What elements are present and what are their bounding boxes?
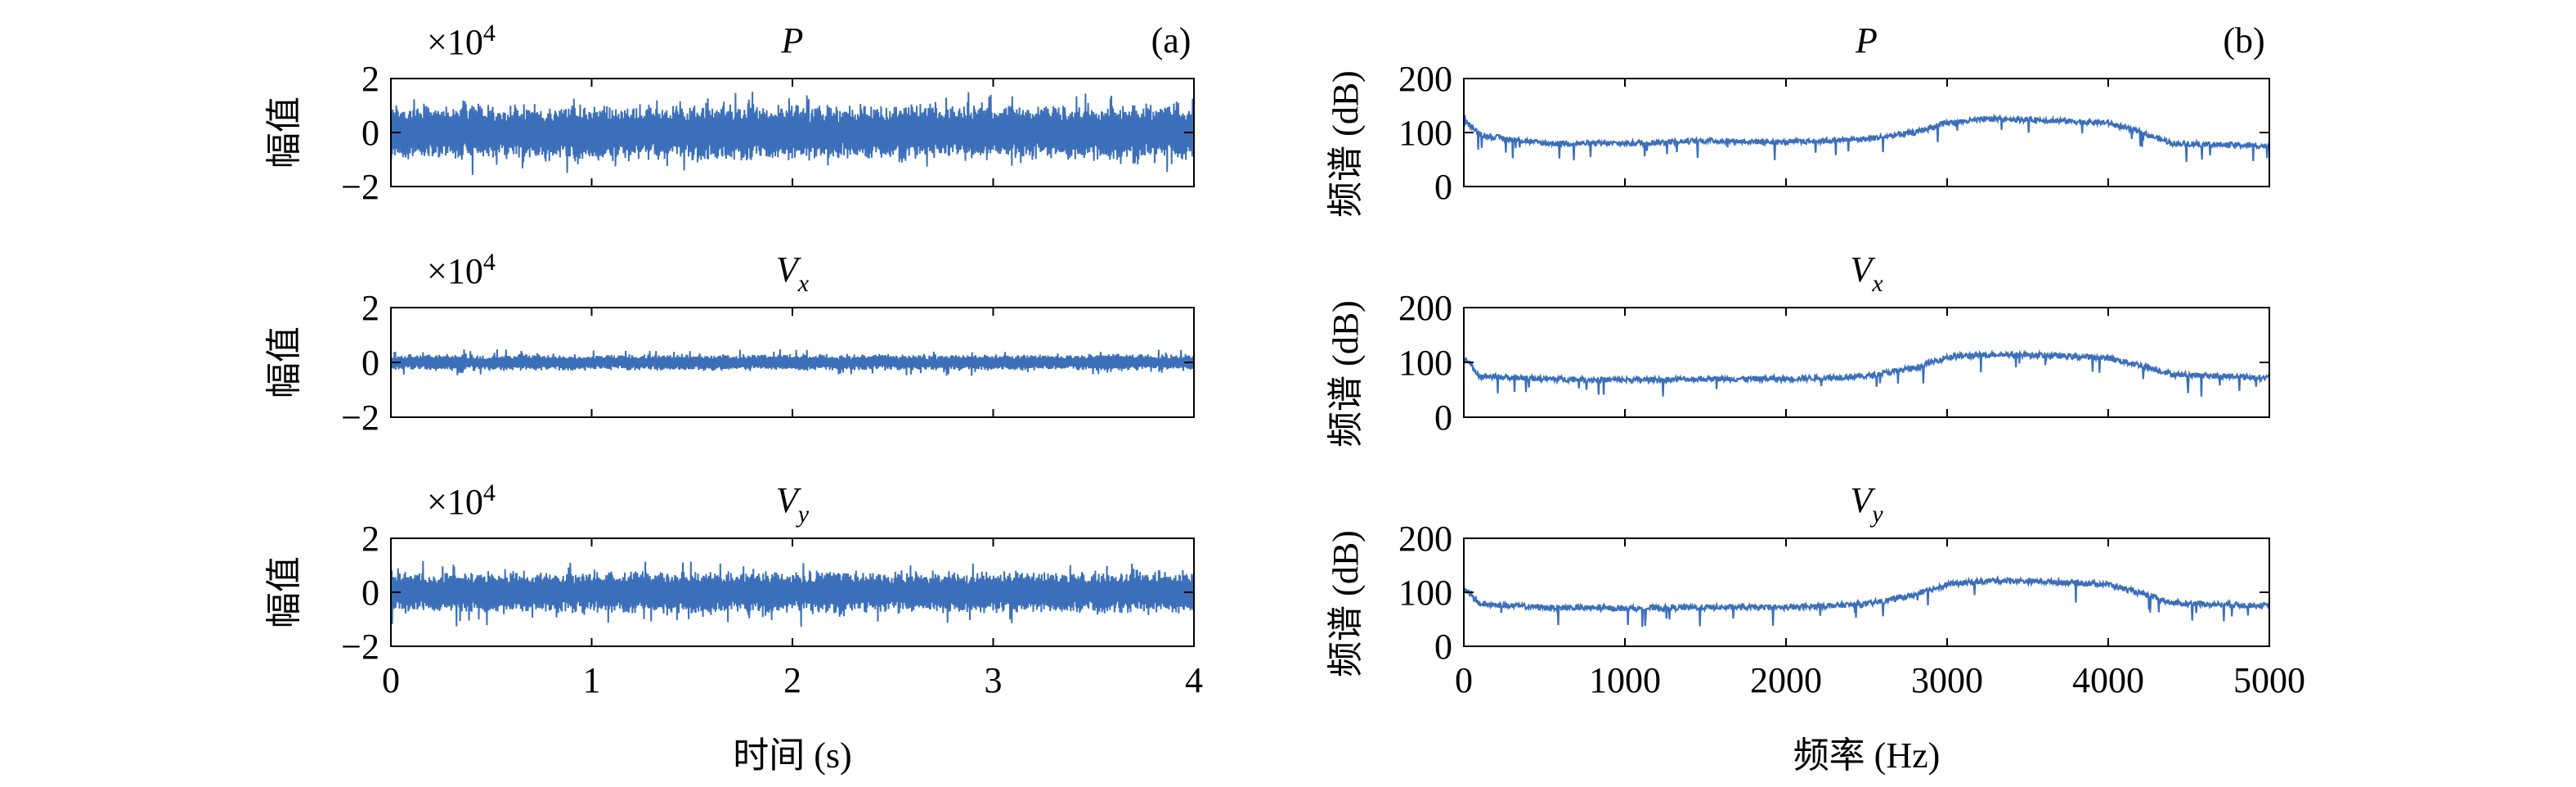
x-tick-label: 2000 [1750, 660, 1822, 700]
y-tick-label: 0 [361, 113, 379, 153]
y-tick-label: 100 [1398, 113, 1452, 153]
title-main: P [1855, 20, 1878, 61]
y-tick-label: 2 [361, 59, 379, 99]
x-tick-label: 1 [583, 660, 601, 700]
x-axis-label-a: 时间 (s) [733, 735, 851, 776]
title-main: V [1850, 480, 1876, 520]
title-subscript: x [1871, 270, 1883, 297]
x-tick-label: 0 [382, 660, 400, 700]
time-subplot-1: 2 0 −2 ×104 Vx 幅值 [264, 249, 1195, 438]
spectrum-line [1464, 113, 2269, 162]
y-tick-label: 0 [1434, 398, 1452, 438]
scale-label: ×104 [427, 479, 496, 522]
spectrum-subplot-1: 200 100 0 Vx 频谱 (dB) [1326, 250, 2270, 447]
plot-frame [1463, 537, 2270, 647]
plot-frame [1463, 307, 2270, 418]
y-axis-label: 幅值 [264, 97, 304, 169]
y-axis-label: 幅值 [264, 326, 304, 398]
subplot-title: Vx [1850, 250, 1883, 297]
time-subplot-0: 2 0 −2 ×104 P 幅值 [264, 20, 1195, 207]
subplot-title: Vy [1850, 480, 1883, 528]
y-axis-label: 幅值 [264, 556, 304, 628]
spectrum-subplot-0: 200 100 0 P 频谱 (dB) [1326, 20, 2270, 218]
subplot-title: Vx [776, 250, 810, 297]
x-tick-label: 1000 [1589, 660, 1661, 700]
y-tick-label: 100 [1398, 573, 1452, 613]
scale-exponent: 4 [483, 249, 496, 276]
scale-exponent: 4 [483, 479, 496, 506]
y-tick-label: 0 [1434, 627, 1452, 667]
subplot-title: P [781, 20, 804, 61]
x-tick-label: 3 [985, 660, 1003, 700]
x-tick-label: 2 [783, 660, 801, 700]
x-tick-label: 5000 [2233, 660, 2305, 700]
scale-base: ×10 [427, 251, 483, 291]
title-subscript: y [1869, 501, 1883, 528]
scale-label: ×104 [427, 249, 496, 291]
scale-base: ×10 [427, 482, 483, 522]
title-main: V [776, 250, 802, 290]
y-tick-label: 0 [361, 573, 379, 613]
x-tick-label: 0 [1455, 660, 1473, 700]
title-subscript: y [796, 501, 810, 528]
scale-base: ×10 [427, 22, 483, 62]
y-tick-label: −2 [341, 627, 379, 667]
spectrum-line [1464, 349, 2269, 397]
x-tick-label: 4000 [2072, 660, 2144, 700]
y-axis-label: 频谱 (dB) [1326, 300, 1366, 447]
y-tick-label: 200 [1398, 59, 1452, 99]
y-tick-label: 100 [1398, 343, 1452, 383]
panel-label-a: (a) [1151, 20, 1192, 61]
title-subscript: x [797, 270, 810, 297]
y-tick-label: 2 [361, 519, 379, 559]
y-axis-label: 频谱 (dB) [1326, 530, 1366, 677]
panel-label-b: (b) [2223, 20, 2264, 61]
x-axis-label-b: 频率 (Hz) [1793, 735, 1941, 776]
y-tick-label: 0 [1434, 167, 1452, 207]
signal-line [391, 92, 1194, 175]
y-tick-label: −2 [341, 398, 379, 438]
x-tick-label: 4 [1185, 660, 1203, 700]
subplot-title: P [1855, 20, 1878, 61]
signal-line [391, 560, 1194, 627]
signal-line [391, 349, 1194, 376]
y-tick-label: 200 [1398, 288, 1452, 328]
title-main: V [776, 480, 802, 520]
y-tick-label: 2 [361, 288, 379, 328]
y-tick-label: −2 [341, 167, 379, 207]
y-axis-label: 频谱 (dB) [1326, 70, 1366, 218]
title-main: P [781, 20, 804, 61]
scale-label: ×104 [427, 20, 496, 62]
subplot-title: Vy [776, 480, 810, 528]
y-tick-label: 200 [1398, 519, 1452, 559]
title-main: V [1850, 250, 1876, 290]
x-tick-label: 3000 [1911, 660, 1983, 700]
spectrum-line [1464, 575, 2269, 627]
y-tick-label: 0 [361, 343, 379, 383]
scale-exponent: 4 [483, 20, 496, 47]
